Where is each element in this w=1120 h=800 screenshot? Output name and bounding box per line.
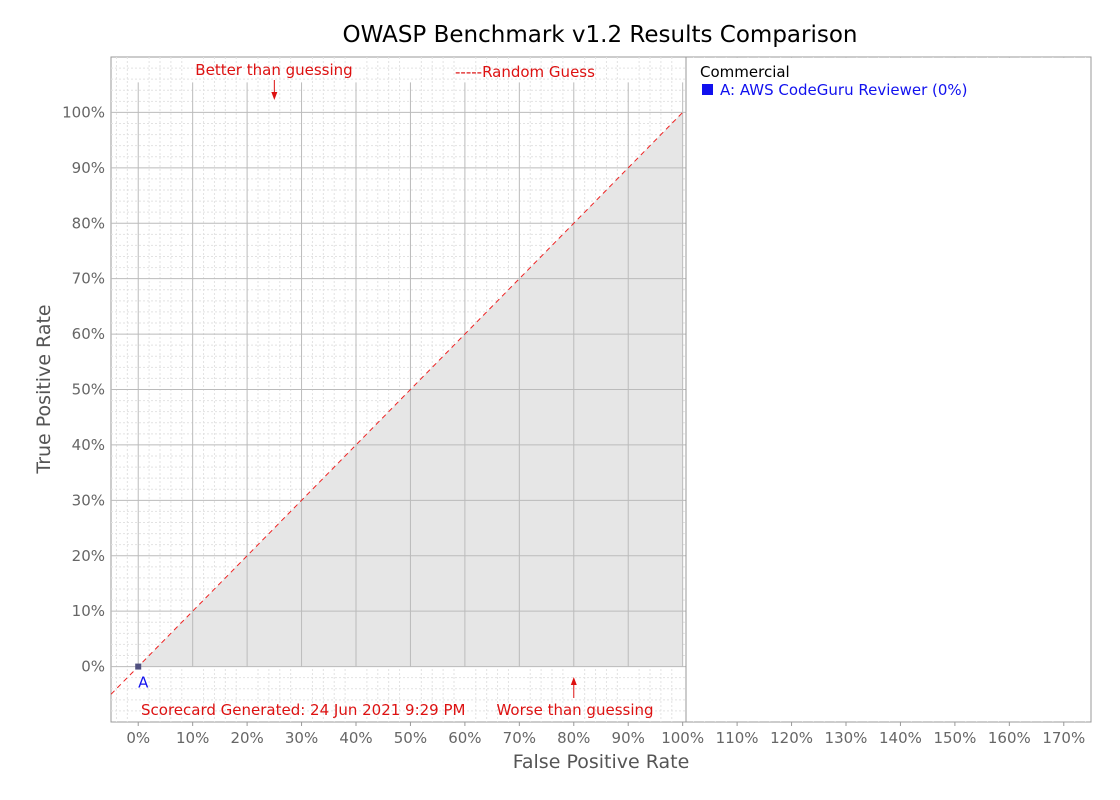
data-point-label: A — [138, 674, 149, 692]
scorecard-generated-label: Scorecard Generated: 24 Jun 2021 9:29 PM — [141, 701, 466, 719]
x-tick-label: 0% — [126, 729, 150, 747]
x-tick-label: 160% — [988, 729, 1031, 747]
data-points: A — [135, 663, 149, 692]
y-tick-label: 20% — [72, 547, 105, 565]
x-tick-label: 140% — [879, 729, 922, 747]
better-than-guessing-label: Better than guessing — [195, 61, 352, 79]
x-tick-label: 110% — [716, 729, 759, 747]
plot-area — [110, 56, 1092, 723]
x-tick-label: 80% — [557, 729, 590, 747]
legend-heading: Commercial — [700, 63, 790, 81]
x-tick-label: 170% — [1042, 729, 1085, 747]
x-tick-label: 20% — [230, 729, 263, 747]
legend-entry: A: AWS CodeGuru Reviewer (0%) — [720, 81, 968, 99]
random-guess-legend-label: -----Random Guess — [455, 63, 595, 81]
y-tick-label: 30% — [72, 491, 105, 509]
legend-swatch — [702, 84, 713, 95]
y-tick-label: 60% — [72, 325, 105, 343]
y-axis-ticks: 0% 10% 20% 30% 40% 50% 60% 70% 80% 90% 100% — [62, 103, 105, 675]
x-axis-ticks: 0% 10% 20% 30% 40% 50% 60% 70% 80% 90% 100% 110% 120… — [126, 722, 1085, 747]
x-tick-label: 60% — [448, 729, 481, 747]
y-tick-label: 0% — [81, 658, 105, 676]
y-tick-label: 70% — [72, 270, 105, 288]
better-arrow-head — [271, 92, 278, 100]
x-tick-label: 130% — [825, 729, 868, 747]
x-tick-label: 100% — [661, 729, 704, 747]
y-tick-label: 100% — [62, 103, 105, 121]
y-tick-label: 80% — [72, 214, 105, 232]
x-tick-label: 90% — [612, 729, 645, 747]
x-tick-label: 40% — [339, 729, 372, 747]
x-tick-label: 30% — [285, 729, 318, 747]
worse-arrow-head — [570, 677, 577, 685]
y-tick-label: 90% — [72, 159, 105, 177]
legend: A: AWS CodeGuru Reviewer (0%) — [702, 81, 968, 99]
y-tick-label: 40% — [72, 436, 105, 454]
y-tick-label: 10% — [72, 602, 105, 620]
x-tick-label: 70% — [503, 729, 536, 747]
x-tick-label: 10% — [176, 729, 209, 747]
x-tick-label: 50% — [394, 729, 427, 747]
worse-than-guessing-label: Worse than guessing — [496, 701, 653, 719]
data-point — [135, 663, 142, 670]
x-tick-label: 120% — [770, 729, 813, 747]
chart-title: OWASP Benchmark v1.2 Results Comparison — [343, 22, 858, 48]
y-axis-title: True Positive Rate — [33, 304, 55, 474]
y-tick-label: 50% — [72, 381, 105, 399]
legend-panel — [686, 58, 1090, 721]
x-axis-title: False Positive Rate — [513, 751, 690, 773]
x-tick-label: 150% — [933, 729, 976, 747]
random-guess-line — [110, 112, 684, 695]
